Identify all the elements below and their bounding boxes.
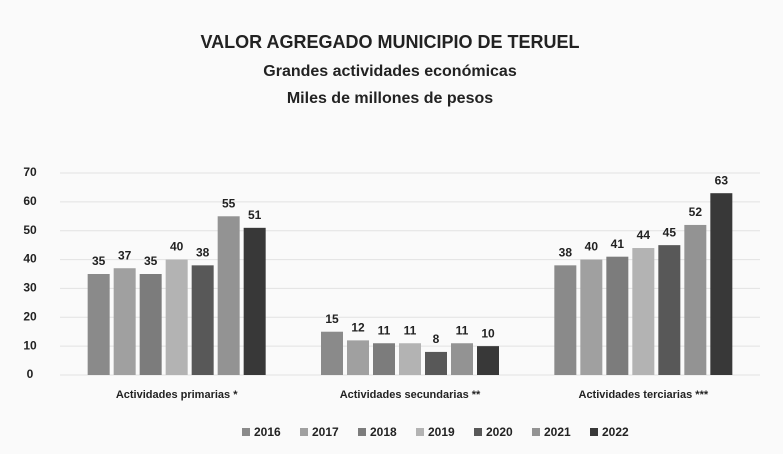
legend-label: 2017: [312, 425, 339, 439]
chart-subtitle: Miles de millones de pesos: [287, 90, 493, 107]
value-label: 55: [222, 196, 236, 210]
value-label: 41: [611, 237, 625, 251]
page: VALOR AGREGADO MUNICIPIO DE TERUEL Grand…: [0, 0, 783, 454]
bar: [554, 265, 576, 375]
bar: [710, 193, 732, 375]
y-tick-label: 50: [23, 223, 37, 237]
legend-label: 2019: [428, 425, 455, 439]
value-label: 10: [481, 326, 495, 340]
value-label: 51: [248, 208, 262, 222]
bar: [606, 257, 628, 375]
legend-label: 2021: [544, 425, 571, 439]
bar: [244, 228, 266, 375]
x-tick-label: Actividades secundarias **: [340, 389, 481, 401]
x-tick-label: Actividades terciarias ***: [579, 389, 709, 401]
bar: [580, 260, 602, 375]
value-label: 8: [433, 332, 440, 346]
bar: [373, 343, 395, 375]
y-tick-label: 20: [23, 309, 37, 323]
chart-subtitle: Grandes actividades económicas: [263, 63, 517, 80]
legend-swatch: [474, 428, 482, 436]
value-label: 11: [404, 323, 417, 337]
value-label: 44: [637, 228, 651, 242]
bar: [425, 352, 447, 375]
bar: [321, 332, 343, 375]
value-label: 35: [144, 254, 158, 268]
legend-label: 2018: [370, 425, 397, 439]
legend-swatch: [590, 428, 598, 436]
value-label: 38: [559, 246, 573, 260]
value-label: 12: [351, 321, 365, 335]
legend-label: 2022: [602, 425, 629, 439]
value-label: 37: [118, 248, 132, 262]
value-label: 35: [92, 254, 106, 268]
bar: [399, 343, 421, 375]
bar: [88, 274, 110, 375]
bar: [166, 260, 188, 375]
legend-label: 2020: [486, 425, 513, 439]
bar: [218, 216, 240, 375]
value-label: 11: [378, 323, 391, 337]
value-label: 11: [456, 323, 469, 337]
bar: [451, 343, 473, 375]
y-tick-label: 0: [27, 367, 34, 381]
value-label: 40: [585, 240, 599, 254]
y-tick-label: 10: [23, 338, 37, 352]
value-label: 52: [689, 205, 703, 219]
bar: [114, 268, 136, 375]
value-label: 63: [715, 173, 729, 187]
bar: [347, 340, 369, 375]
chart-title: VALOR AGREGADO MUNICIPIO DE TERUEL: [200, 32, 579, 52]
legend-swatch: [416, 428, 424, 436]
bar: [684, 225, 706, 375]
y-tick-label: 30: [23, 281, 37, 295]
y-tick-label: 70: [23, 165, 37, 179]
bar: [140, 274, 162, 375]
value-label: 40: [170, 240, 184, 254]
bar: [658, 245, 680, 375]
legend-swatch: [358, 428, 366, 436]
legend-swatch: [532, 428, 540, 436]
legend-swatch: [242, 428, 250, 436]
legend-label: 2016: [254, 425, 281, 439]
legend-swatch: [300, 428, 308, 436]
value-label: 38: [196, 246, 210, 260]
bar: [632, 248, 654, 375]
bar: [477, 346, 499, 375]
chart: VALOR AGREGADO MUNICIPIO DE TERUEL Grand…: [0, 0, 783, 454]
y-tick-label: 60: [23, 194, 37, 208]
y-tick-label: 40: [23, 252, 37, 266]
value-label: 45: [663, 225, 677, 239]
value-label: 15: [325, 312, 339, 326]
bar: [192, 265, 214, 375]
x-tick-label: Actividades primarias *: [116, 389, 238, 401]
